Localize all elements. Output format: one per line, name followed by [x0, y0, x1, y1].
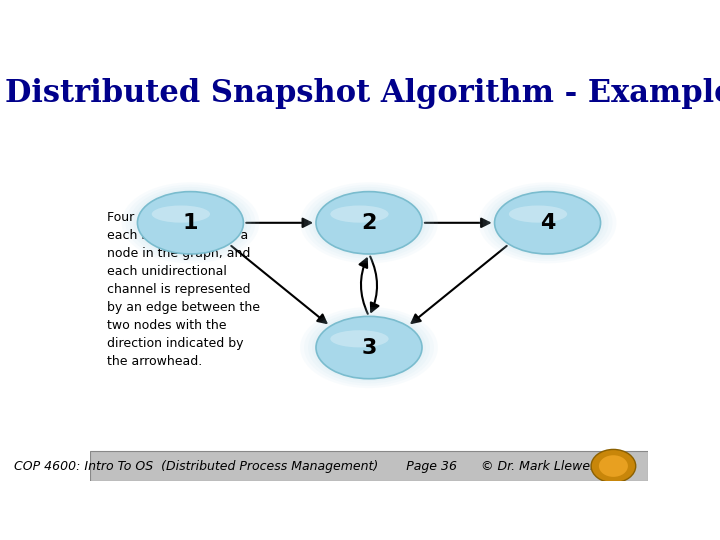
Ellipse shape [125, 185, 256, 261]
Text: Distributed Snapshot Algorithm - Example: Distributed Snapshot Algorithm - Example [5, 78, 720, 110]
Ellipse shape [152, 206, 210, 222]
FancyArrowPatch shape [359, 259, 368, 314]
Ellipse shape [482, 185, 613, 261]
Ellipse shape [304, 185, 434, 261]
Ellipse shape [487, 187, 608, 259]
Ellipse shape [138, 192, 243, 254]
FancyArrowPatch shape [412, 246, 507, 323]
Text: 2: 2 [361, 213, 377, 233]
Ellipse shape [308, 187, 430, 259]
Ellipse shape [479, 183, 616, 264]
FancyArrowPatch shape [246, 219, 311, 227]
Ellipse shape [304, 309, 434, 386]
Ellipse shape [316, 192, 422, 254]
Ellipse shape [316, 316, 422, 379]
Ellipse shape [316, 316, 422, 379]
Ellipse shape [490, 190, 605, 256]
Ellipse shape [495, 192, 600, 254]
Ellipse shape [138, 192, 243, 254]
FancyArrowPatch shape [370, 256, 379, 312]
Ellipse shape [509, 206, 567, 222]
Ellipse shape [312, 314, 426, 381]
Text: COP 4600: Intro To OS  (Distributed Process Management)       Page 36      © Dr.: COP 4600: Intro To OS (Distributed Proce… [14, 460, 613, 472]
Ellipse shape [130, 187, 251, 259]
Text: 1: 1 [183, 213, 198, 233]
FancyArrowPatch shape [425, 219, 490, 227]
Ellipse shape [300, 183, 438, 264]
Ellipse shape [330, 206, 389, 222]
Text: 4: 4 [540, 213, 555, 233]
Ellipse shape [316, 192, 422, 254]
Circle shape [591, 449, 636, 483]
Bar [90, 451, 648, 481]
Ellipse shape [122, 183, 259, 264]
Circle shape [599, 455, 628, 477]
Ellipse shape [308, 312, 430, 383]
Ellipse shape [312, 190, 426, 256]
Ellipse shape [330, 330, 389, 347]
Text: 3: 3 [361, 338, 377, 357]
Ellipse shape [495, 192, 600, 254]
Ellipse shape [133, 190, 248, 256]
Text: Four processes are
each represented by a
node in the graph, and
each unidirectio: Four processes are each represented by a… [107, 211, 260, 368]
Ellipse shape [300, 307, 438, 388]
FancyArrowPatch shape [231, 246, 326, 323]
